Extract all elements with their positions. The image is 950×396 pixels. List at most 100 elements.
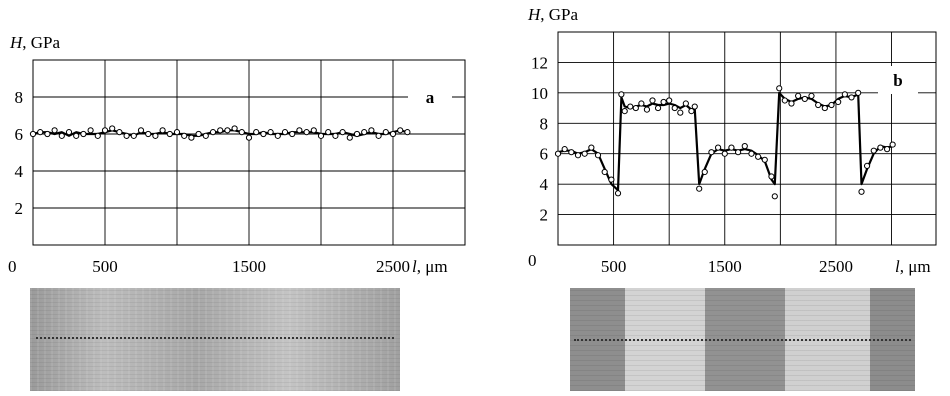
panel-b-data-point	[808, 92, 815, 100]
panel-a-data-point	[303, 129, 310, 136]
panel-b-xtick-label: 1500	[708, 257, 742, 276]
panel-a-data-point	[145, 130, 152, 138]
panel-b-data-point	[701, 168, 708, 176]
panel-b-data-point	[828, 101, 835, 109]
panel-a-data-point	[368, 127, 375, 134]
micrograph-a	[30, 288, 400, 391]
micrograph-b-indent-row	[574, 339, 911, 341]
panel-b-data-point	[835, 98, 842, 106]
panel-b-ylabel: H, GPa	[527, 5, 579, 24]
panel-b-data-point	[771, 193, 778, 200]
panel-a-data-point	[339, 129, 346, 136]
panel-a-data-point	[87, 127, 94, 134]
panel-b-data-point	[781, 97, 788, 104]
panel-b-data-point	[696, 185, 703, 192]
panel-a-data-point	[332, 132, 339, 139]
panel-b-data-point	[588, 144, 595, 151]
panel-b-ytick-label: 12	[531, 53, 548, 72]
panel-a-data-point	[260, 130, 267, 138]
panel-b-data-point	[761, 156, 768, 163]
panel-a-data-point	[173, 129, 181, 136]
panel-a-ytick-label: 4	[15, 162, 24, 181]
panel-b-data-point	[561, 146, 568, 153]
micrograph-b	[570, 288, 915, 391]
panel-a-data-point	[253, 129, 260, 136]
panel-b-data-point	[721, 150, 728, 157]
panel-a-data-point	[101, 127, 109, 134]
panel-b-label: b	[893, 71, 902, 90]
panel-a-data-point	[217, 127, 224, 134]
panel-b-data-point	[601, 168, 608, 176]
panel-b-data-point	[801, 95, 808, 103]
panel-b-data-point	[870, 147, 877, 154]
panel-b-data-point	[632, 104, 639, 112]
panel-b-data-point	[708, 149, 715, 156]
panel-a-data-point	[361, 129, 368, 136]
panel-b-data-point	[621, 108, 628, 115]
panel-b-data-point	[768, 173, 775, 180]
panel-b-data-point	[821, 104, 828, 112]
panel-b-data-point	[735, 149, 742, 156]
panel-a-data-point	[267, 129, 274, 136]
panel-a-data-point	[188, 134, 195, 141]
panel-a-data-point	[274, 132, 281, 139]
panel-b-data-point	[638, 100, 645, 107]
panel-a-data-point	[317, 132, 325, 139]
panel-b-data-point	[841, 91, 848, 98]
panel-b-data-point	[594, 152, 602, 159]
panel-a-data-point	[73, 132, 80, 139]
panel-a-data-point	[404, 129, 411, 136]
panel-b-data-point	[614, 190, 622, 197]
panel-b-ytick-label: 4	[540, 175, 549, 194]
panel-b-data-point	[848, 94, 855, 101]
panel-b-data-point	[608, 176, 615, 183]
panel-a-data-point	[116, 129, 123, 136]
panel-b-data-point	[858, 188, 865, 195]
panel-a-data-point	[44, 130, 51, 138]
panel-b-data-point	[795, 92, 802, 100]
panel-a-ytick-label: 2	[15, 199, 24, 218]
panel-a-data-point	[137, 127, 145, 134]
panel-b-data-point	[755, 153, 762, 160]
panel-a-data-point	[65, 129, 73, 136]
panel-b-data-point	[688, 108, 695, 115]
panel-b-ytick-label: 8	[540, 114, 549, 133]
panel-a-data-point	[29, 130, 37, 138]
panel-a-data-point	[152, 132, 159, 139]
panel-a-data-point	[296, 127, 303, 134]
panel-b-data-point	[815, 101, 822, 109]
panel-a-data-point	[202, 132, 209, 139]
panel-a-data-point	[181, 132, 188, 139]
panel-a-ytick-label: 8	[15, 88, 24, 107]
panel-a-ylabel: H, GPa	[9, 33, 61, 52]
panel-b-data-point	[671, 104, 678, 112]
micrograph-a-texture	[30, 288, 400, 391]
panel-b-plot-frame	[557, 31, 937, 246]
panel-a-data-point	[325, 129, 332, 136]
panel-a-data-point	[375, 132, 382, 139]
panel-a-origin-label: 0	[8, 257, 17, 276]
panel-b-data-point	[691, 103, 698, 110]
panel-b-data-point	[863, 162, 871, 169]
panel-a-xtick-label: 2500	[376, 257, 410, 276]
panel-b-data-point	[574, 152, 582, 159]
panel-a-label: a	[426, 88, 435, 107]
panel-b-data-point	[682, 100, 689, 107]
panel-b-series-line	[557, 91, 893, 192]
micrograph-a-indent-row	[36, 337, 394, 339]
panel-a-data-point	[382, 129, 389, 136]
panel-a-xtick-label: 1500	[232, 257, 266, 276]
panel-b-data-point	[748, 150, 755, 157]
panel-b-data-point	[741, 143, 748, 150]
panel-a-data-point	[130, 132, 137, 139]
panel-b-data-point	[581, 150, 588, 157]
panel-a-data-point	[195, 130, 202, 138]
panel-b-xtick-label: 500	[601, 257, 627, 276]
panel-a-data-point	[346, 134, 353, 141]
panel-b-data-point	[855, 89, 862, 96]
panel-a-data-point	[231, 125, 238, 132]
panel-b-ytick-label: 2	[540, 206, 549, 225]
panel-b-data-point	[643, 106, 651, 113]
